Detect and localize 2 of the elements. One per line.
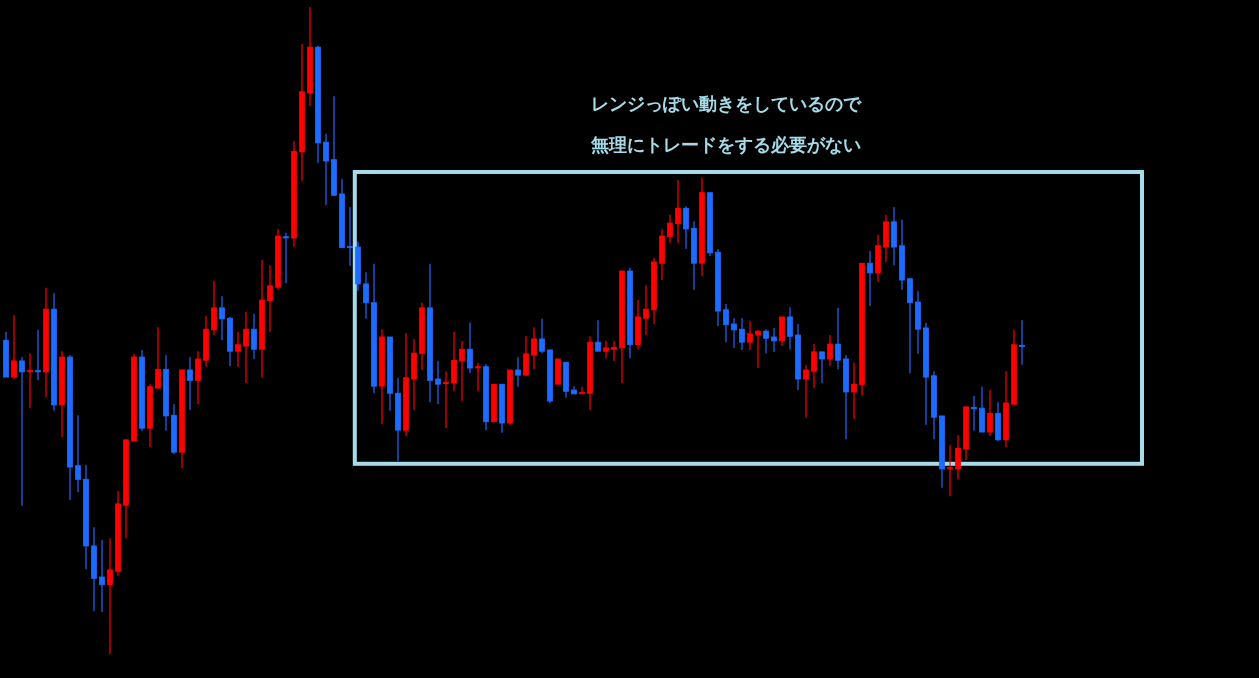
annotation: 無理にトレードをする必要がない [590,134,861,155]
annotation: レンジっぽい動きをしているので [591,93,862,114]
